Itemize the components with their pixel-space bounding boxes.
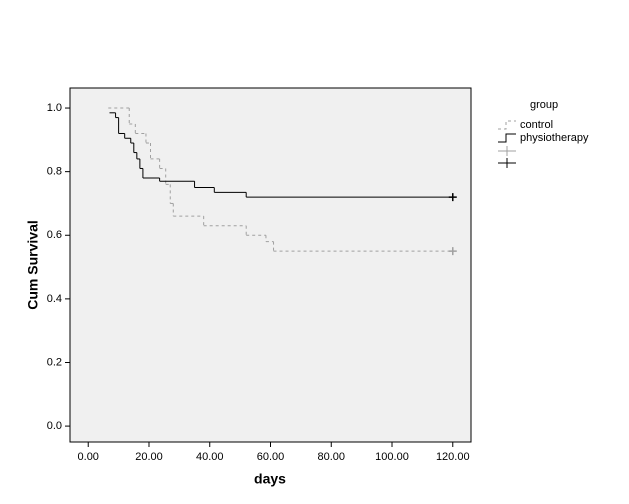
legend-title: group bbox=[530, 99, 558, 111]
x-tick-label: 60.00 bbox=[257, 451, 285, 463]
legend-swatch bbox=[498, 133, 516, 143]
plot-area bbox=[69, 87, 472, 443]
y-tick-label: 0.4 bbox=[47, 293, 62, 305]
censor-mark bbox=[448, 193, 457, 202]
legend-censor bbox=[498, 146, 516, 156]
x-tick-label: 100.00 bbox=[375, 451, 409, 463]
x-tick-label: 80.00 bbox=[317, 451, 345, 463]
legend-censor bbox=[498, 158, 516, 168]
y-tick-label: 0.6 bbox=[47, 229, 62, 241]
legend-label: control bbox=[520, 119, 553, 131]
x-tick-label: 20.00 bbox=[135, 451, 163, 463]
x-axis-title: days bbox=[254, 471, 286, 487]
legend-label: physiotherapy bbox=[520, 132, 589, 144]
y-axis-title: Cum Survival bbox=[25, 220, 41, 309]
x-tick-label: 0.00 bbox=[78, 451, 99, 463]
y-tick-label: 0.0 bbox=[47, 420, 62, 432]
x-tick-label: 40.00 bbox=[196, 451, 224, 463]
x-tick-label: 120.00 bbox=[436, 451, 470, 463]
y-tick-label: 1.0 bbox=[47, 102, 62, 114]
y-tick-label: 0.8 bbox=[47, 166, 62, 178]
y-tick-label: 0.2 bbox=[47, 356, 62, 368]
censor-mark bbox=[448, 247, 457, 256]
legend-swatch bbox=[498, 120, 516, 130]
